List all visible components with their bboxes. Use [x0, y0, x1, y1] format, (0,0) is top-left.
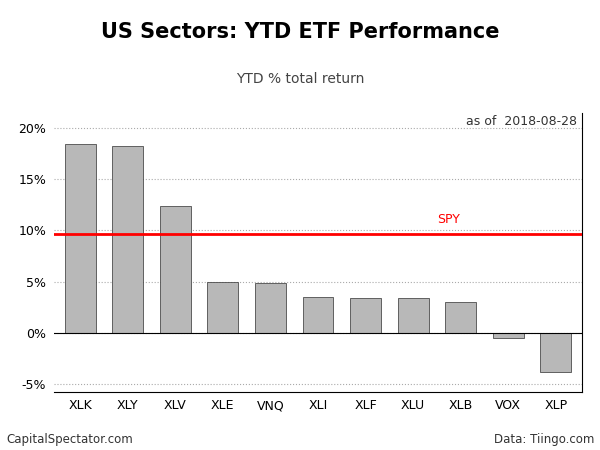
- Text: US Sectors: YTD ETF Performance: US Sectors: YTD ETF Performance: [101, 22, 499, 42]
- Bar: [541, 333, 571, 372]
- Text: as of  2018-08-28: as of 2018-08-28: [466, 115, 577, 128]
- Bar: [350, 298, 381, 333]
- Bar: [302, 297, 334, 333]
- Text: Data: Tiingo.com: Data: Tiingo.com: [494, 432, 594, 446]
- Bar: [445, 302, 476, 333]
- Text: CapitalSpectator.com: CapitalSpectator.com: [6, 432, 133, 446]
- Bar: [398, 298, 428, 333]
- Bar: [112, 146, 143, 333]
- Bar: [255, 283, 286, 333]
- Text: SPY: SPY: [437, 213, 460, 226]
- Bar: [208, 282, 238, 333]
- Bar: [160, 206, 191, 333]
- Bar: [493, 333, 524, 338]
- Text: YTD % total return: YTD % total return: [236, 72, 364, 86]
- Bar: [65, 144, 95, 333]
